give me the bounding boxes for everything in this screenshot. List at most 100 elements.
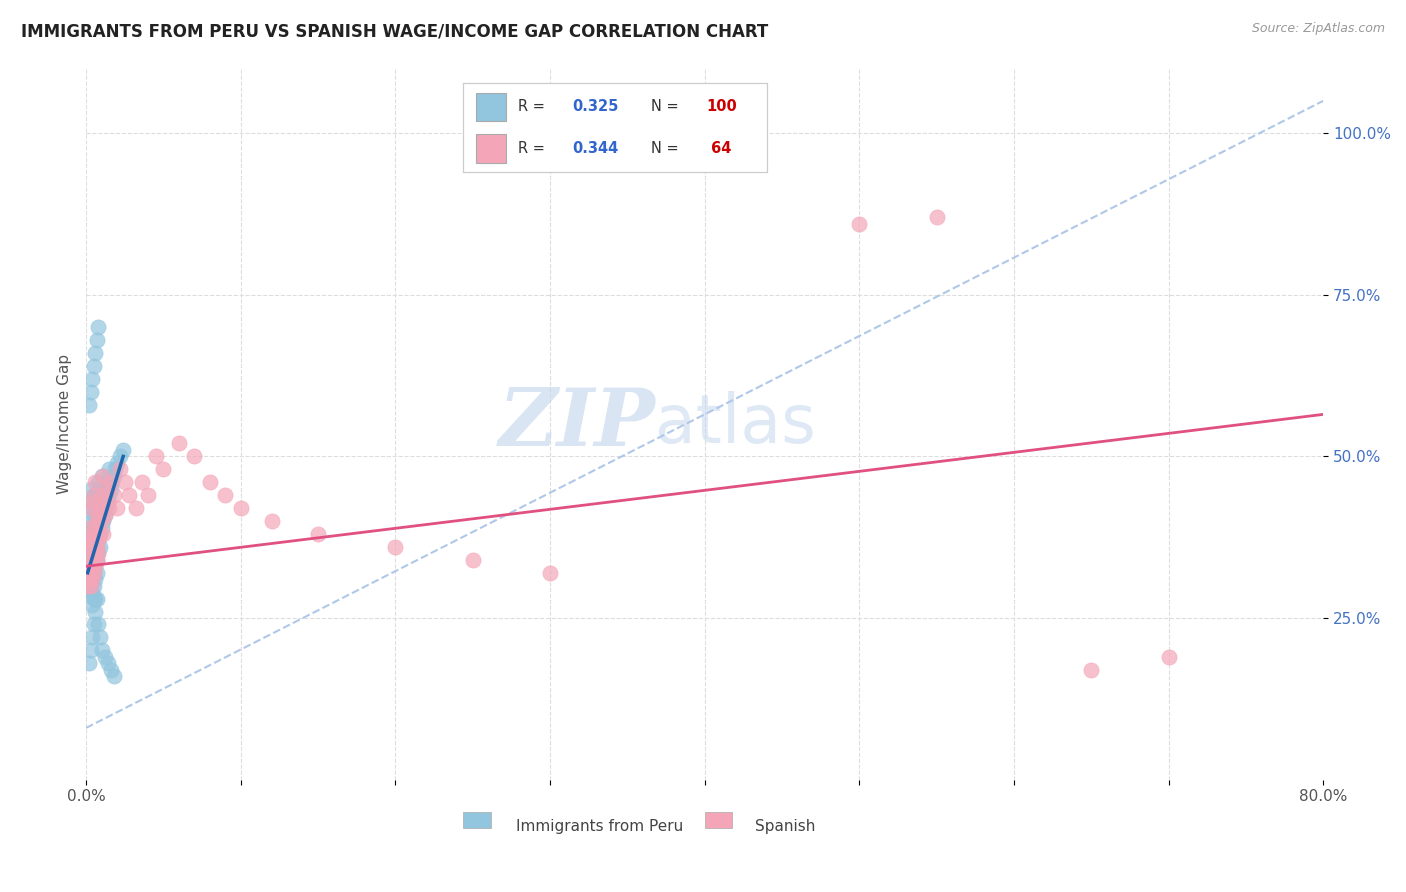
- Point: [229, 501, 252, 516]
- Point: [82, 501, 104, 516]
- Point: [76, 546, 98, 560]
- Point: [82, 533, 104, 548]
- Point: [84, 605, 107, 619]
- Point: [83, 566, 105, 580]
- Point: [86, 591, 108, 606]
- Point: [90, 494, 112, 508]
- Point: [98, 462, 121, 476]
- Point: [77, 533, 100, 548]
- Point: [87, 508, 110, 522]
- Point: [87, 546, 110, 560]
- Point: [103, 669, 125, 683]
- Point: [93, 649, 115, 664]
- Point: [83, 566, 105, 580]
- Point: [83, 591, 105, 606]
- Point: [76, 559, 98, 574]
- Point: [86, 540, 108, 554]
- Point: [87, 320, 110, 334]
- Point: [108, 462, 131, 476]
- Point: [198, 475, 221, 490]
- Point: [82, 533, 104, 548]
- Point: [82, 482, 104, 496]
- Point: [83, 617, 105, 632]
- Point: [82, 372, 104, 386]
- Point: [77, 572, 100, 586]
- Point: [103, 488, 125, 502]
- Point: [84, 501, 107, 516]
- Text: Immigrants from Peru: Immigrants from Peru: [516, 819, 683, 834]
- Point: [307, 527, 329, 541]
- Point: [96, 501, 118, 516]
- Point: [97, 657, 120, 671]
- Point: [214, 488, 236, 502]
- Point: [82, 598, 104, 612]
- Point: [90, 488, 112, 502]
- Point: [77, 540, 100, 554]
- Point: [1157, 649, 1180, 664]
- Point: [82, 585, 104, 599]
- Point: [112, 442, 135, 457]
- Point: [167, 436, 190, 450]
- Point: [84, 520, 107, 534]
- Point: [89, 631, 111, 645]
- Point: [124, 501, 146, 516]
- Point: [87, 533, 110, 548]
- Point: [82, 494, 104, 508]
- Point: [86, 553, 108, 567]
- Point: [77, 520, 100, 534]
- Point: [83, 527, 105, 541]
- Point: [96, 475, 118, 490]
- Point: [83, 488, 105, 502]
- Point: [105, 456, 128, 470]
- Point: [101, 475, 124, 490]
- Point: [87, 508, 110, 522]
- Point: [86, 514, 108, 528]
- Point: [77, 398, 100, 412]
- Point: [87, 533, 110, 548]
- Point: [384, 540, 406, 554]
- Point: [76, 540, 98, 554]
- Point: [83, 488, 105, 502]
- Point: [77, 657, 100, 671]
- Point: [77, 533, 100, 548]
- Point: [91, 488, 114, 502]
- Point: [80, 501, 103, 516]
- Point: [136, 488, 159, 502]
- Point: [114, 475, 136, 490]
- Point: [77, 559, 100, 574]
- Point: [100, 475, 122, 490]
- Point: [83, 527, 105, 541]
- FancyBboxPatch shape: [704, 813, 733, 828]
- Point: [77, 553, 100, 567]
- Point: [82, 572, 104, 586]
- Point: [103, 468, 125, 483]
- Point: [100, 663, 122, 677]
- Point: [80, 566, 103, 580]
- Y-axis label: Wage/Income Gap: Wage/Income Gap: [58, 354, 72, 494]
- Point: [86, 527, 108, 541]
- Point: [77, 553, 100, 567]
- Point: [538, 566, 561, 580]
- Point: [925, 211, 948, 225]
- Point: [89, 527, 111, 541]
- Point: [77, 566, 100, 580]
- Point: [1080, 663, 1102, 677]
- Point: [76, 559, 98, 574]
- Text: IMMIGRANTS FROM PERU VS SPANISH WAGE/INCOME GAP CORRELATION CHART: IMMIGRANTS FROM PERU VS SPANISH WAGE/INC…: [21, 22, 768, 40]
- Point: [77, 585, 100, 599]
- Point: [82, 559, 104, 574]
- Point: [87, 617, 110, 632]
- Point: [152, 462, 174, 476]
- Point: [80, 579, 103, 593]
- Point: [82, 631, 104, 645]
- Point: [97, 494, 120, 508]
- Point: [84, 546, 107, 560]
- Point: [131, 475, 153, 490]
- Point: [84, 559, 107, 574]
- Point: [86, 540, 108, 554]
- Point: [80, 384, 103, 399]
- Point: [89, 501, 111, 516]
- Point: [87, 546, 110, 560]
- Point: [83, 553, 105, 567]
- Point: [82, 572, 104, 586]
